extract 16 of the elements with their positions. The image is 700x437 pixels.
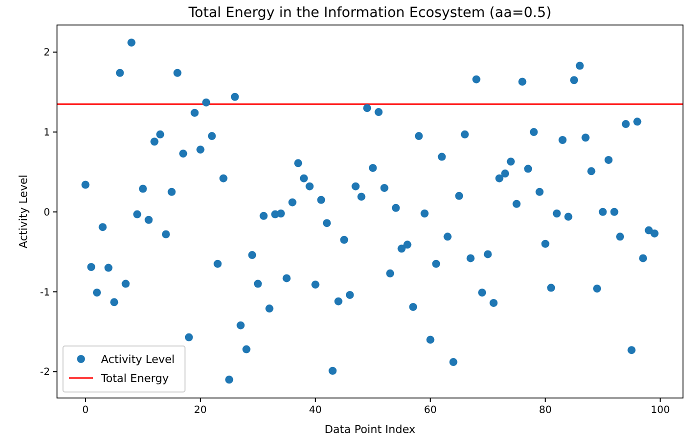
y-tick-label: -1 [40,287,50,298]
x-tick-label: 80 [538,405,552,416]
y-tick-label: 0 [44,207,50,218]
y-axis-title: Activity Level [17,174,30,248]
x-axis-title: Data Point Index [324,423,416,436]
y-tick-label: -2 [40,367,50,378]
y-tick-label: 1 [44,128,50,139]
x-tick-label: 40 [309,405,322,416]
chart-title: Total Energy in the Information Ecosystem (aa=0.5) [188,5,552,21]
x-tick-label: 100 [650,405,670,416]
y-tick-label: 2 [44,48,50,59]
x-tick-label: 20 [194,405,207,416]
legend-label: Total Energy [100,372,170,385]
legend-label: Activity Level [101,353,175,366]
x-tick-label: 0 [82,405,89,416]
x-tick-label: 60 [424,405,437,416]
